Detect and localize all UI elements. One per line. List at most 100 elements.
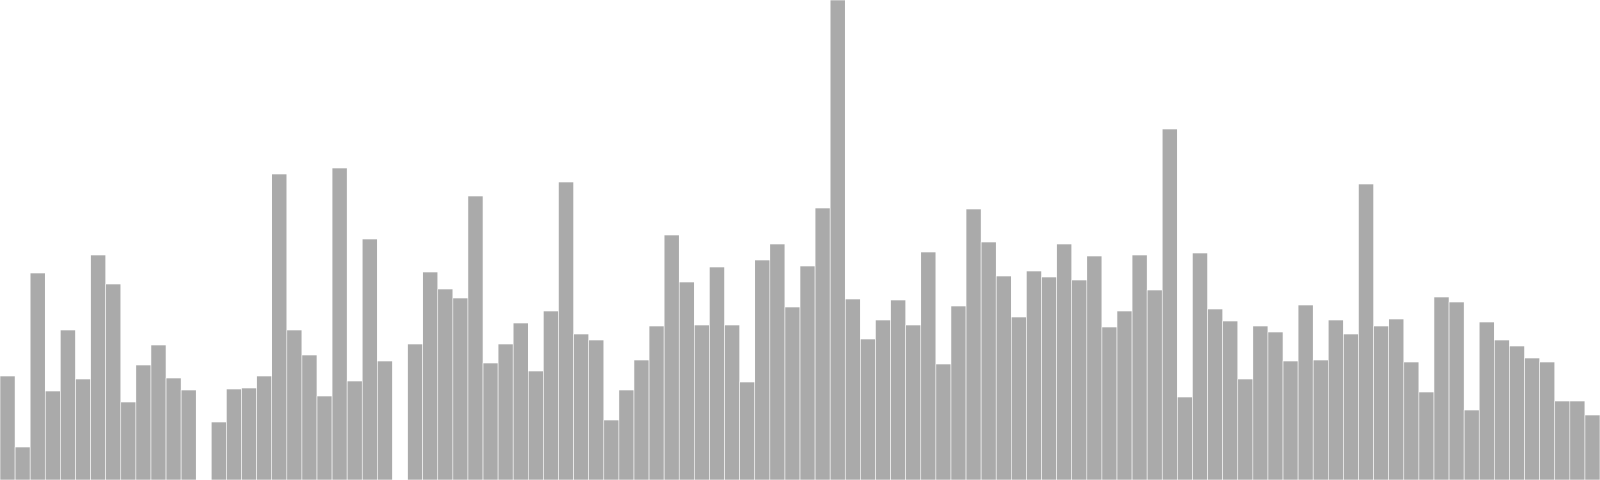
bar-21 [316, 395, 333, 480]
bar-11 [165, 377, 182, 480]
bar-95 [1433, 296, 1450, 480]
bar-2 [29, 272, 46, 480]
bar-62 [935, 363, 952, 480]
bar-87 [1312, 359, 1329, 480]
bar-12 [180, 389, 197, 480]
bar-48 [724, 324, 740, 480]
bar-40 [603, 419, 620, 480]
bar-68 [1026, 270, 1042, 480]
bar-52 [784, 306, 801, 480]
bar-23 [346, 380, 363, 480]
bar-82 [1237, 378, 1254, 480]
bar-37 [558, 181, 574, 480]
bar-38 [573, 333, 589, 480]
bar-14 [211, 421, 227, 480]
bar-64 [965, 208, 982, 480]
bar-1 [14, 446, 31, 480]
bar-63 [950, 305, 967, 480]
bar-80 [1207, 308, 1223, 480]
bar-98 [1478, 321, 1495, 480]
bar-101 [1524, 357, 1540, 480]
bar-28 [422, 271, 439, 480]
bar-60 [905, 324, 922, 480]
bar-16 [241, 387, 257, 480]
bar-51 [769, 243, 786, 480]
bar-32 [482, 362, 499, 480]
bar-97 [1463, 409, 1480, 480]
bar-77 [1161, 128, 1178, 480]
bar-69 [1041, 276, 1057, 480]
bar-79 [1192, 252, 1208, 480]
bar-4 [60, 329, 76, 480]
bar-5 [75, 378, 91, 480]
bar-47 [709, 266, 725, 480]
bar-33 [497, 343, 514, 480]
bar-76 [1146, 289, 1163, 480]
bar-31 [467, 195, 484, 480]
bar-84 [1267, 331, 1284, 480]
bar-53 [799, 265, 816, 480]
bar-75 [1131, 254, 1148, 480]
bar-29 [437, 288, 454, 480]
bar-92 [1388, 318, 1405, 480]
bar-24 [361, 238, 378, 480]
bar-105 [1584, 414, 1600, 480]
bar-41 [618, 389, 635, 480]
bar-89 [1343, 333, 1359, 480]
bar-45 [678, 281, 695, 480]
bar-61 [920, 251, 937, 480]
bar-90 [1358, 183, 1374, 480]
bar-39 [588, 339, 605, 480]
bar-85 [1282, 360, 1299, 480]
bar-86 [1297, 304, 1314, 480]
bar-6 [90, 254, 106, 480]
bar-44 [663, 234, 680, 480]
bar-18 [271, 173, 288, 480]
bar-19 [286, 329, 303, 480]
bar-25 [377, 360, 393, 480]
bar-59 [890, 299, 906, 480]
bar-34 [512, 322, 529, 480]
bar-103 [1554, 400, 1571, 480]
bar-30 [452, 297, 469, 480]
bar-0 [0, 375, 16, 480]
bar-22 [331, 167, 348, 480]
bar-3 [44, 390, 61, 480]
bar-81 [1222, 320, 1239, 480]
bar-43 [648, 325, 665, 480]
bar-54 [814, 207, 831, 480]
bar-94 [1418, 391, 1435, 480]
bar-93 [1403, 361, 1420, 480]
bar-42 [633, 359, 650, 480]
bar-100 [1509, 345, 1525, 480]
bar-46 [694, 324, 710, 480]
bar-104 [1569, 400, 1586, 480]
bar-15 [226, 388, 242, 480]
bar-83 [1252, 325, 1269, 480]
bar-73 [1101, 326, 1118, 480]
bar-20 [301, 354, 318, 480]
bar-7 [105, 283, 122, 480]
bar-66 [995, 275, 1012, 480]
bar-56 [844, 298, 861, 480]
bar-78 [1177, 396, 1193, 480]
bar-8 [120, 401, 137, 480]
bar-88 [1328, 319, 1344, 480]
bar-55 [829, 0, 846, 480]
bar-9 [135, 364, 152, 480]
bar-102 [1539, 361, 1556, 480]
bar-49 [739, 381, 756, 480]
bar-71 [1071, 279, 1088, 480]
bar-96 [1448, 301, 1465, 480]
bar-58 [875, 319, 891, 480]
bar-10 [150, 344, 167, 480]
bar-27 [407, 343, 423, 480]
bar-72 [1086, 255, 1103, 480]
bar-65 [980, 241, 997, 480]
bar-50 [754, 259, 771, 480]
bar-74 [1116, 310, 1133, 480]
bar-99 [1494, 339, 1510, 480]
bar-57 [860, 338, 876, 480]
